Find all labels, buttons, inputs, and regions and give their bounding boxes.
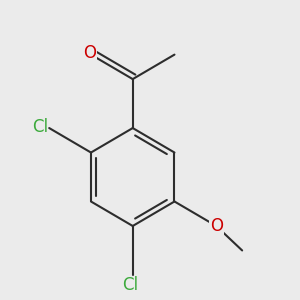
Text: Cl: Cl (122, 276, 138, 294)
Text: Cl: Cl (32, 118, 48, 136)
Text: O: O (83, 44, 96, 62)
Text: O: O (210, 217, 223, 235)
